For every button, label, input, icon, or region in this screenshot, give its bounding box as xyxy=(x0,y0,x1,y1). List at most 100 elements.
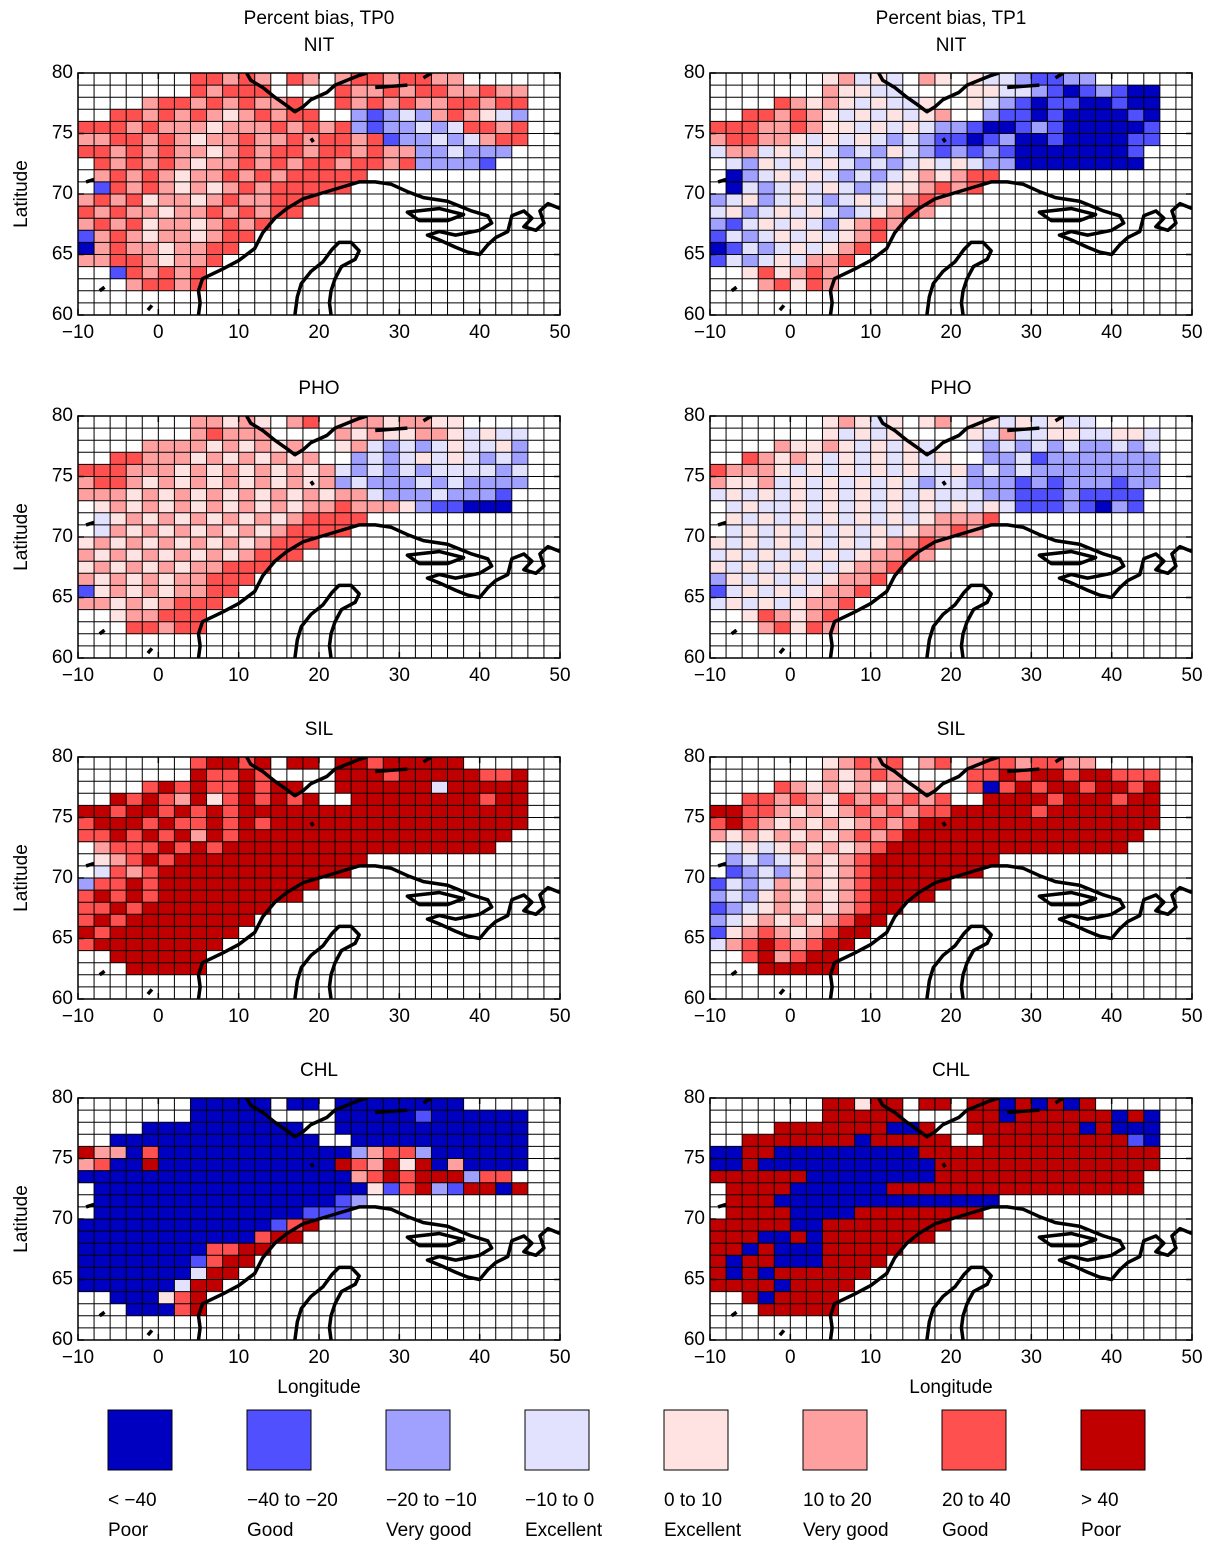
cell xyxy=(399,428,416,441)
cell xyxy=(742,488,759,501)
cell xyxy=(399,133,416,146)
cell xyxy=(854,488,871,501)
cell xyxy=(774,206,791,219)
cell xyxy=(886,1194,903,1207)
cell xyxy=(1127,1170,1144,1183)
cell xyxy=(222,853,239,866)
cell xyxy=(854,169,871,182)
x-tick-label: 20 xyxy=(308,322,329,343)
cell xyxy=(302,1170,319,1183)
cell xyxy=(335,1122,352,1135)
cell xyxy=(774,1182,791,1195)
cell xyxy=(479,452,496,465)
cell xyxy=(222,585,239,598)
cell xyxy=(222,926,239,939)
cell xyxy=(222,169,239,182)
cell xyxy=(126,817,143,830)
cell xyxy=(967,805,984,818)
cell xyxy=(918,805,935,818)
cell xyxy=(206,549,223,562)
cell xyxy=(174,488,191,501)
cell xyxy=(367,488,384,501)
cell xyxy=(726,218,743,231)
cell xyxy=(158,537,175,550)
cell xyxy=(790,145,807,158)
cell xyxy=(870,121,887,134)
cell xyxy=(158,549,175,562)
cell xyxy=(790,440,807,453)
cell xyxy=(870,793,887,806)
cell xyxy=(918,1134,935,1147)
cell xyxy=(822,1219,839,1232)
cell xyxy=(822,1231,839,1244)
cell xyxy=(806,1206,823,1219)
cell xyxy=(238,1231,255,1244)
cell xyxy=(886,97,903,110)
cell xyxy=(758,500,775,513)
cell xyxy=(174,109,191,122)
cell xyxy=(206,206,223,219)
cell xyxy=(934,1134,951,1147)
cell xyxy=(726,1231,743,1244)
cell xyxy=(742,878,759,891)
cell xyxy=(158,853,175,866)
cell xyxy=(447,1122,464,1135)
cell xyxy=(774,500,791,513)
cell xyxy=(270,1158,287,1171)
cell xyxy=(1047,440,1064,453)
cell xyxy=(190,121,207,134)
cell xyxy=(270,865,287,878)
cell xyxy=(983,1182,1000,1195)
cell xyxy=(999,464,1016,477)
cell xyxy=(1127,1146,1144,1159)
cell xyxy=(854,464,871,477)
cell xyxy=(918,512,935,525)
cell xyxy=(806,169,823,182)
cell xyxy=(190,181,207,194)
cell xyxy=(94,865,111,878)
cell xyxy=(158,133,175,146)
cell xyxy=(1111,769,1128,782)
cell xyxy=(918,464,935,477)
cell xyxy=(190,97,207,110)
cell xyxy=(742,500,759,513)
cell xyxy=(126,230,143,243)
cell xyxy=(78,145,95,158)
cell xyxy=(983,1110,1000,1123)
cell xyxy=(351,781,368,794)
cell xyxy=(774,194,791,207)
cell xyxy=(126,157,143,170)
cell xyxy=(302,1194,319,1207)
cell xyxy=(758,524,775,537)
cell xyxy=(110,121,127,134)
cell xyxy=(110,1146,127,1159)
cell xyxy=(190,549,207,562)
cell xyxy=(158,561,175,574)
cell xyxy=(78,1219,95,1232)
cell xyxy=(854,157,871,170)
cell xyxy=(319,817,336,830)
cell xyxy=(758,218,775,231)
cell xyxy=(886,73,903,86)
cell xyxy=(222,1110,239,1123)
cell xyxy=(431,781,448,794)
cell xyxy=(495,452,512,465)
cell xyxy=(790,97,807,110)
cell xyxy=(495,133,512,146)
cell xyxy=(415,1146,432,1159)
cell xyxy=(286,1134,303,1147)
cell xyxy=(302,793,319,806)
x-tick-label: 30 xyxy=(389,322,410,343)
cell xyxy=(806,278,823,291)
cell xyxy=(367,500,384,513)
cell xyxy=(174,890,191,903)
cell xyxy=(190,254,207,267)
cell xyxy=(726,524,743,537)
cell xyxy=(126,452,143,465)
cell xyxy=(710,242,727,255)
x-tick-label: 50 xyxy=(1181,1006,1202,1027)
cell xyxy=(902,488,919,501)
cell xyxy=(479,85,496,98)
y-tick-label: 75 xyxy=(684,807,705,828)
cell xyxy=(302,841,319,854)
